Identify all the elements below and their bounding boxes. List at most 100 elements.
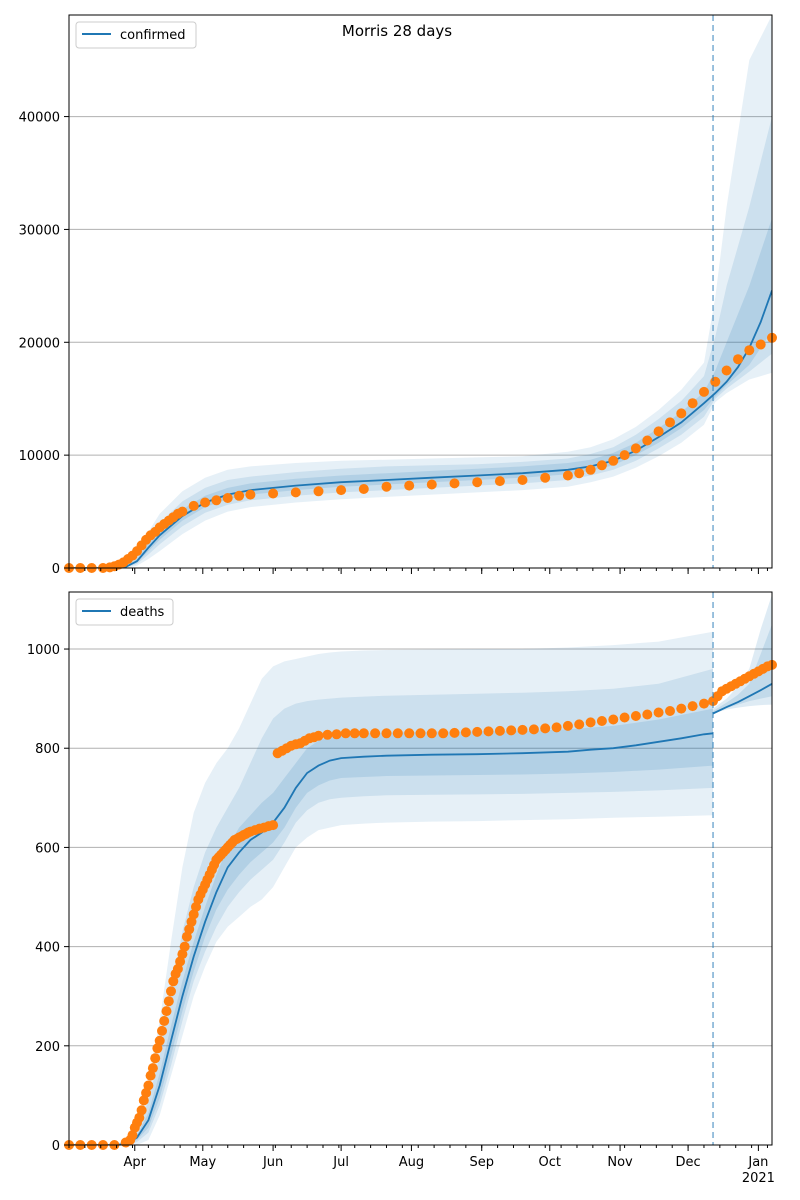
observed-point [506,725,517,736]
legend-label: deaths [120,605,165,620]
x-tick-label: Oct [539,1155,561,1170]
observed-point [245,489,256,500]
legend: deaths [75,598,174,626]
y-tick-label: 20000 [19,336,60,351]
x-tick-label: Jun [262,1155,283,1170]
observed-point [200,497,211,508]
observed-point [404,480,415,491]
uncertainty-band [69,631,713,1145]
observed-point [540,472,551,483]
observed-point [349,728,360,739]
observed-point [619,450,630,461]
panel-deaths: 0 200 400 600 800 1000 Apr May Jun Jul Aug Sep Oct N… [27,591,777,1186]
observed-point [166,986,176,997]
legend-box [75,598,174,626]
observed-point [358,728,369,739]
observed-point [596,460,607,471]
observed-point [676,408,687,419]
uncertainty-band [713,624,772,713]
observed-point [268,820,279,831]
observed-point [653,426,664,437]
legend-label: confirmed [120,28,186,43]
observed-point [415,728,426,739]
y-tick-label: 800 [35,742,60,757]
observed-point [370,728,381,739]
observed-point [313,730,324,741]
fit-line [69,683,772,1145]
observed-point [687,701,698,712]
observed-point [699,698,709,709]
y-tick-label: 10000 [19,449,60,464]
observed-points [64,659,777,1150]
observed-point [404,728,415,739]
observed-point [381,481,392,492]
observed-point [449,727,460,738]
panel-confirmed: 0 10000 20000 30000 40000 confirmed [19,14,777,577]
observed-point [234,490,245,501]
legend-box [75,21,197,49]
y-tick-label: 400 [35,941,60,956]
observed-point [150,1053,161,1064]
y-tick-label: 0 [52,1139,60,1154]
observed-point [145,1070,156,1081]
observed-point [184,924,195,935]
observed-point [653,707,664,718]
y-axis-ticks: 0 200 400 600 800 1000 [27,643,69,1154]
axes-frame [68,591,773,1146]
y-tick-label: 0 [52,562,60,577]
observed-point [676,703,687,714]
observed-point [755,339,766,350]
x-tick-label: Aug [399,1155,424,1170]
observed-point [574,719,585,730]
uncertainty-band [713,594,772,714]
observed-point [177,949,188,960]
uncertainty-band [69,708,713,1145]
x-tick-label: Sep [469,1155,494,1170]
uncertainty-band [69,668,713,1145]
observed-point [585,464,596,475]
axes-frame [68,14,773,569]
observed-point [630,711,641,721]
observed-point [138,1095,149,1106]
observed-point [161,1006,172,1017]
observed-point [562,470,573,481]
observed-point [177,506,188,517]
observed-point [358,484,369,494]
observed-point [179,941,190,952]
observed-point [336,485,347,496]
observed-point [438,728,449,739]
observed-point [449,478,460,489]
observed-point [494,725,505,736]
fit-line-path [69,732,714,1145]
observed-point [710,376,721,387]
observed-point [188,909,199,920]
observed-point [136,1105,147,1116]
x-year-label: 2021 [742,1171,775,1186]
figure-title: Morris 28 days [342,22,452,40]
fit-line [69,290,772,568]
observed-point [322,729,333,740]
y-tick-label: 30000 [19,223,60,238]
observed-point [699,386,709,397]
observed-point [472,726,483,737]
observed-point [562,720,573,731]
observed-point [642,709,653,720]
observed-point [290,487,301,498]
observed-point [426,728,437,739]
observed-point [159,1016,170,1026]
observed-point [460,727,471,738]
y-tick-label: 200 [35,1040,60,1055]
observed-point [630,443,641,454]
observed-point [517,724,528,735]
x-tick-label: Dec [676,1155,701,1170]
fit-forecast-line [712,683,772,715]
x-tick-label: Jan [747,1155,768,1170]
observed-point [494,476,505,487]
observed-point [163,996,174,1007]
observed-point [517,475,528,485]
x-axis-ticks [68,568,768,574]
observed-point [222,493,233,503]
observed-point [188,500,199,511]
observed-point [268,488,279,499]
